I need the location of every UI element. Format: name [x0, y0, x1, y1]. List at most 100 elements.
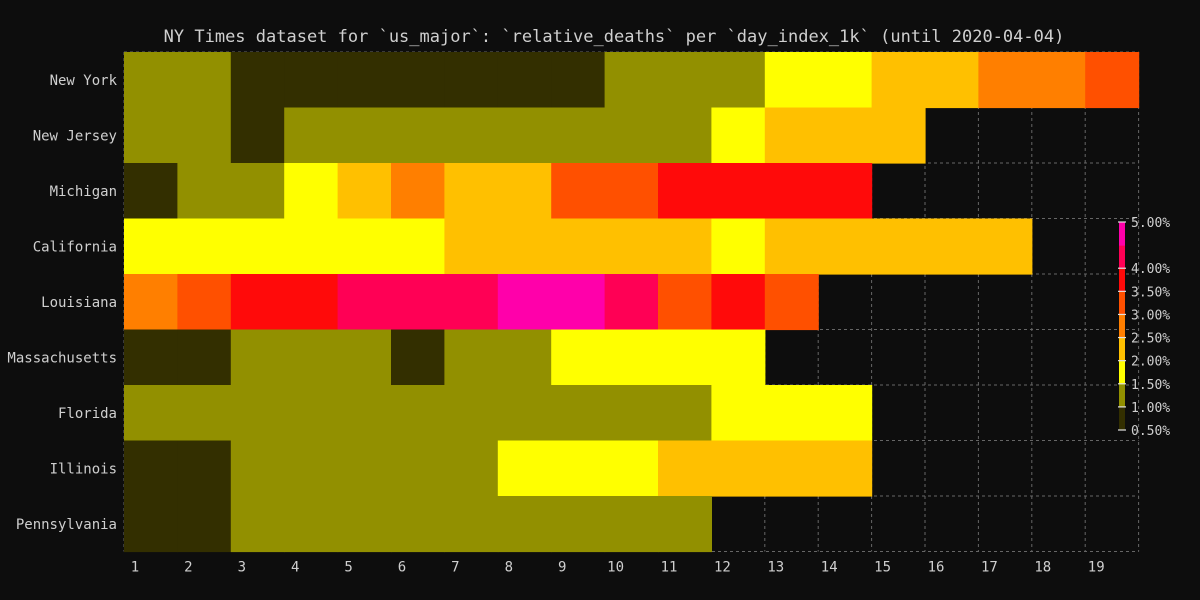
x-tick-label: 17: [981, 560, 998, 576]
heatmap-cell: [497, 496, 552, 553]
heatmap-cell: [1085, 52, 1140, 109]
heatmap-cell: [284, 107, 339, 164]
heatmap-cell: [818, 52, 873, 109]
heatmap-cell: [444, 52, 499, 109]
heatmap-cell: [658, 274, 712, 331]
heatmap-cell: [658, 52, 712, 109]
heatmap-cell: [497, 163, 552, 220]
heatmap-cell: [230, 496, 285, 553]
y-tick-label: Massachusetts: [7, 350, 117, 366]
heatmap-cell: [764, 107, 819, 164]
x-tick-label: 15: [874, 560, 891, 576]
heatmap-cell: [391, 274, 445, 331]
x-tick-label: 16: [928, 560, 945, 576]
heatmap-cell: [177, 274, 232, 331]
heatmap-cell: [391, 107, 445, 164]
heatmap-cell: [764, 218, 819, 275]
heatmap-cell: [764, 274, 819, 331]
chart-title: NY Times dataset for `us_major`: `relati…: [164, 27, 1065, 47]
heatmap-cell: [604, 440, 659, 497]
x-tick-label: 8: [505, 560, 513, 576]
heatmap-cell: [551, 329, 606, 386]
heatmap-cell: [871, 218, 926, 275]
y-tick-label: Florida: [58, 406, 117, 422]
colorbar-tick-label: 1.50%: [1131, 378, 1170, 393]
x-tick-label: 11: [661, 560, 678, 576]
heatmap-cell: [818, 163, 873, 220]
heatmap-cell: [230, 329, 285, 386]
heatmap-cell: [177, 163, 232, 220]
heatmap-cell: [124, 274, 178, 331]
x-tick-label: 19: [1088, 560, 1105, 576]
heatmap-cell: [177, 329, 232, 386]
heatmap-cell: [230, 274, 285, 331]
heatmap-cell: [337, 496, 392, 553]
heatmap-cell: [871, 52, 926, 109]
heatmap-cell: [711, 163, 766, 220]
heatmap-cell: [230, 440, 285, 497]
x-tick-label: 12: [714, 560, 731, 576]
heatmap-cell: [551, 440, 606, 497]
x-tick-label: 6: [398, 560, 406, 576]
heatmap-cell: [230, 385, 285, 442]
heatmap-cell: [230, 163, 285, 220]
x-axis-labels: 1 2 3 4 5 6 7 8 9 10 11 12 13 14 15 16 17 18 19: [131, 560, 1105, 576]
colorbar-tick-label: 3.00%: [1131, 308, 1170, 323]
x-tick-label: 9: [558, 560, 566, 576]
heatmap-cell: [177, 52, 232, 109]
heatmap-cell: [604, 107, 659, 164]
heatmap-cell: [284, 329, 339, 386]
x-tick-label: 2: [184, 560, 192, 576]
heatmap-cell: [337, 218, 392, 275]
heatmap-cell: [764, 385, 819, 442]
heatmap-cell: [124, 163, 178, 220]
heatmap-cell: [230, 218, 285, 275]
heatmap-cell: [604, 218, 659, 275]
heatmap-cell: [818, 218, 873, 275]
heatmap-cell: [604, 274, 659, 331]
colorbar-segment: [1119, 222, 1125, 246]
colorbar-segment: [1119, 360, 1125, 385]
heatmap-cell: [551, 496, 606, 553]
heatmap-cells: [124, 52, 1140, 553]
y-tick-label: Louisiana: [41, 295, 117, 311]
heatmap-cell: [818, 440, 873, 497]
heatmap-cell: [177, 440, 232, 497]
heatmap-cell: [658, 496, 712, 553]
heatmap-cell: [391, 329, 445, 386]
heatmap-cell: [284, 218, 339, 275]
heatmap-cell: [444, 329, 499, 386]
colorbar-segment: [1119, 245, 1125, 269]
heatmap-cell: [658, 440, 712, 497]
heatmap-cell: [284, 496, 339, 553]
heatmap-cell: [177, 385, 232, 442]
heatmap-cell: [337, 329, 392, 386]
heatmap-cell: [124, 52, 178, 109]
heatmap-cell: [391, 385, 445, 442]
y-tick-label: New Jersey: [33, 128, 117, 144]
heatmap-cell: [124, 496, 178, 553]
heatmap-cell: [444, 496, 499, 553]
colorbar-legend: 0.50% 1.00% 1.50% 2.00% 2.50% 3.00% 3.50% 4.00%…: [1118, 216, 1170, 439]
heatmap-cell: [711, 274, 766, 331]
x-tick-label: 14: [821, 560, 838, 576]
heatmap-cell: [230, 52, 285, 109]
heatmap-cell: [604, 329, 659, 386]
heatmap-cell: [337, 52, 392, 109]
heatmap-cell: [551, 107, 606, 164]
heatmap-cell: [818, 385, 873, 442]
heatmap-cell: [925, 218, 979, 275]
heatmap-cell: [497, 385, 552, 442]
x-tick-label: 13: [767, 560, 784, 576]
x-tick-label: 5: [344, 560, 352, 576]
heatmap-cell: [284, 274, 339, 331]
heatmap-cell: [764, 440, 819, 497]
heatmap-cell: [337, 163, 392, 220]
heatmap-cell: [604, 385, 659, 442]
heatmap-cell: [124, 385, 178, 442]
colorbar-segment: [1119, 314, 1125, 339]
heatmap-cell: [497, 218, 552, 275]
x-tick-label: 3: [238, 560, 246, 576]
heatmap-cell: [177, 218, 232, 275]
x-tick-label: 7: [451, 560, 459, 576]
